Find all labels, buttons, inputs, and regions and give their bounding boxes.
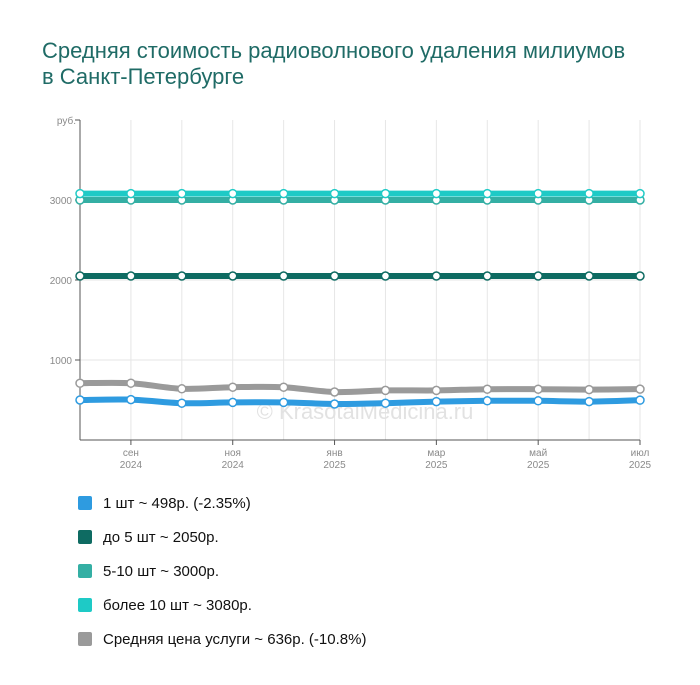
legend-label: 5-10 шт ~ 3000р. (103, 562, 220, 580)
data-point[interactable] (380, 271, 391, 281)
data-point[interactable] (635, 384, 645, 394)
series-layer (75, 188, 645, 409)
legend-swatch (78, 564, 92, 578)
x-tick-month: июл (631, 448, 650, 459)
data-point[interactable] (584, 384, 594, 395)
x-tick-month: май (529, 448, 547, 459)
data-point[interactable] (329, 387, 340, 397)
data-point[interactable] (482, 384, 493, 394)
data-point[interactable] (227, 397, 238, 408)
legend-item[interactable]: 5-10 шт ~ 3000р. (78, 554, 366, 588)
data-point[interactable] (227, 188, 238, 199)
legend-item[interactable]: более 10 шт ~ 3080р. (78, 588, 366, 622)
data-point[interactable] (177, 188, 187, 199)
data-point[interactable] (635, 395, 645, 405)
x-tick-month: сен (123, 448, 139, 459)
x-tick-year: 2025 (323, 460, 346, 471)
x-tick-year: 2025 (629, 460, 652, 471)
legend-item[interactable]: Средняя цена услуги ~ 636р. (-10.8%) (78, 622, 366, 656)
chart-title: Средняя стоимость радиоволнового удалени… (42, 38, 626, 89)
legend-swatch (78, 496, 92, 510)
data-point[interactable] (584, 396, 594, 407)
data-point[interactable] (482, 188, 493, 199)
legend-label: 1 шт ~ 498р. (-2.35%) (103, 494, 251, 512)
data-point[interactable] (75, 271, 85, 281)
legend-item[interactable]: 1 шт ~ 498р. (-2.35%) (78, 486, 366, 520)
data-point[interactable] (329, 399, 340, 409)
data-point[interactable] (482, 396, 493, 406)
series-1 (75, 394, 645, 409)
data-point[interactable] (126, 378, 136, 388)
data-point[interactable] (635, 188, 645, 199)
data-point[interactable] (278, 188, 289, 199)
x-tick-month: мар (427, 448, 445, 459)
data-point[interactable] (584, 271, 594, 281)
legend-label: до 5 шт ~ 2050р. (103, 528, 219, 546)
data-point[interactable] (380, 385, 391, 396)
legend: 1 шт ~ 498р. (-2.35%) до 5 шт ~ 2050р. 5-1… (78, 486, 366, 656)
data-point[interactable] (533, 396, 543, 406)
x-tick-year: 2025 (425, 460, 448, 471)
data-point[interactable] (431, 271, 442, 281)
series-2 (75, 271, 645, 281)
y-tick-label: 3000 (50, 196, 73, 207)
line-chart: © KrasotaiMedicina.ru руб.100020003000се… (50, 115, 652, 471)
series-3 (75, 195, 645, 205)
data-point[interactable] (227, 382, 238, 392)
x-tick-month: ноя (224, 448, 241, 459)
data-point[interactable] (533, 188, 543, 199)
x-tick-year: 2025 (527, 460, 550, 471)
data-point[interactable] (329, 188, 340, 199)
legend-swatch (78, 530, 92, 544)
data-point[interactable] (75, 395, 85, 405)
data-point[interactable] (482, 271, 493, 281)
y-axis-unit: руб. (57, 115, 76, 127)
data-point[interactable] (278, 382, 289, 392)
series-4 (75, 188, 645, 199)
data-point[interactable] (126, 188, 136, 199)
data-point[interactable] (584, 188, 594, 199)
data-point[interactable] (75, 378, 85, 388)
data-point[interactable] (380, 188, 391, 199)
data-point[interactable] (177, 271, 187, 281)
data-point[interactable] (635, 271, 645, 281)
x-tick-year: 2024 (120, 460, 143, 471)
legend-label: более 10 шт ~ 3080р. (103, 596, 252, 614)
legend-label: Средняя цена услуги ~ 636р. (-10.8%) (103, 630, 367, 648)
series-5 (75, 378, 645, 397)
x-tick-year: 2024 (222, 460, 245, 471)
data-point[interactable] (431, 188, 442, 199)
data-point[interactable] (431, 385, 442, 396)
y-tick-label: 1000 (50, 356, 73, 367)
data-point[interactable] (380, 398, 391, 408)
data-point[interactable] (227, 271, 238, 281)
x-tick-month: янв (326, 448, 342, 459)
data-point[interactable] (126, 394, 136, 405)
data-point[interactable] (177, 384, 187, 394)
data-point[interactable] (126, 271, 136, 281)
data-point[interactable] (75, 188, 85, 199)
data-point[interactable] (278, 271, 289, 281)
data-point[interactable] (431, 396, 442, 407)
y-tick-label: 2000 (50, 276, 73, 287)
data-point[interactable] (278, 397, 289, 408)
data-point[interactable] (533, 384, 543, 394)
legend-swatch (78, 598, 92, 612)
data-point[interactable] (533, 271, 543, 281)
data-point[interactable] (329, 271, 340, 281)
legend-item[interactable]: до 5 шт ~ 2050р. (78, 520, 366, 554)
data-point[interactable] (177, 398, 187, 408)
legend-swatch (78, 632, 92, 646)
series-line (77, 379, 643, 396)
